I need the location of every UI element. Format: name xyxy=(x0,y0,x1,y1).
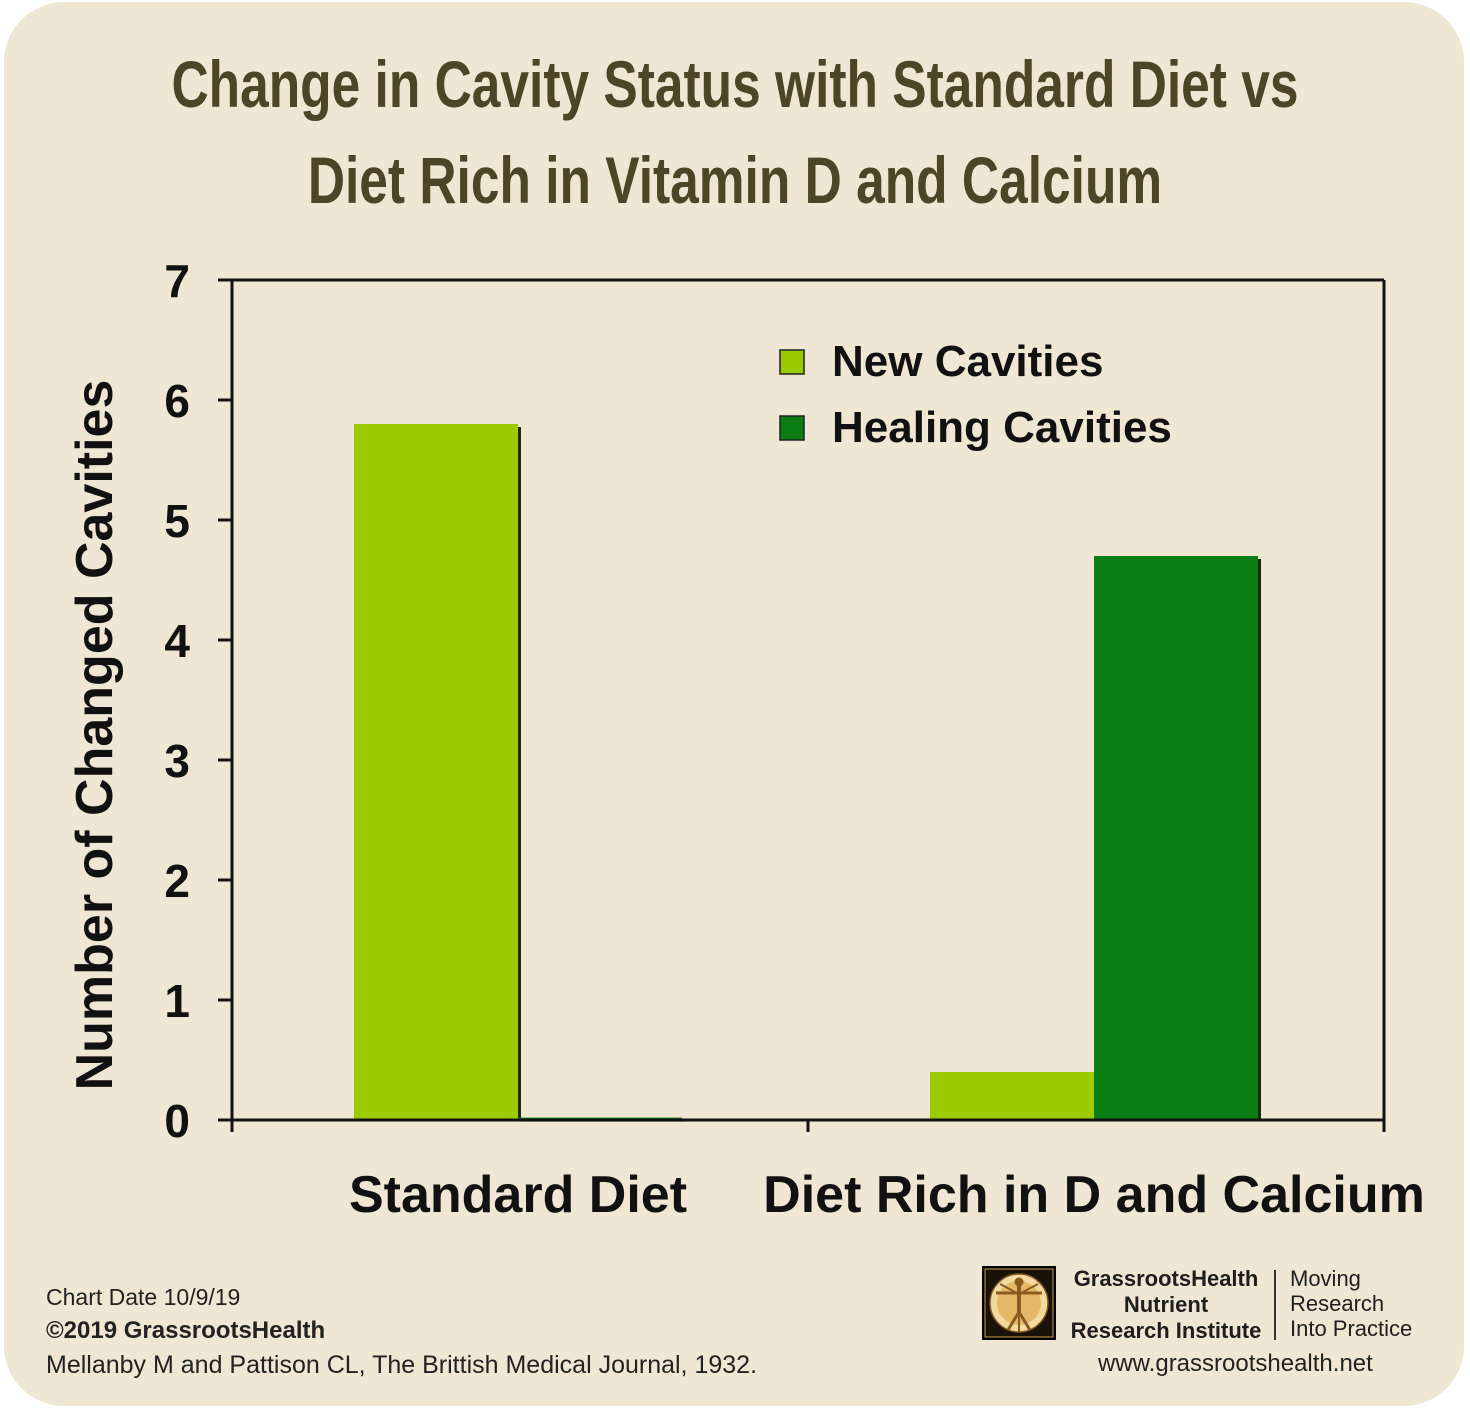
org-name-line-1: GrassrootsHealth xyxy=(1073,1266,1259,1291)
legend-swatch-1 xyxy=(779,349,805,375)
y-axis-title: Number of Changed Cavities xyxy=(66,380,124,1091)
logo-divider xyxy=(1274,1270,1276,1340)
footer-info: Chart Date 10/9/19 ©2019 GrassrootsHealt… xyxy=(46,1280,757,1382)
bar-new-cavities-1 xyxy=(354,424,518,1120)
tagline-line-1: Moving xyxy=(1290,1266,1361,1291)
y-tick-label: 0 xyxy=(164,1095,190,1147)
y-tick-label: 1 xyxy=(164,975,190,1027)
tagline-line-2: Research xyxy=(1290,1291,1385,1316)
y-tick-label: 2 xyxy=(164,855,190,907)
chart-date: Chart Date 10/9/19 xyxy=(46,1284,241,1310)
bar-healing-cavities-2 xyxy=(1094,556,1258,1120)
org-name-line-2: Nutrient xyxy=(1123,1292,1209,1317)
y-tick-label: 6 xyxy=(164,375,190,427)
legend-label-2: Healing Cavities xyxy=(832,403,1172,452)
vitruvian-man-logo-icon xyxy=(982,1266,1056,1340)
org-name: GrassrootsHealth Nutrient Research Insti… xyxy=(1068,1266,1264,1344)
bar-new-cavities-2 xyxy=(930,1072,1094,1120)
chart-title-line-1: Change in Cavity Status with Standard Di… xyxy=(171,47,1299,121)
tagline-line-3: Into Practice xyxy=(1290,1316,1413,1341)
y-tick-label: 5 xyxy=(164,495,190,547)
x-category-label: Standard Diet xyxy=(349,1166,687,1224)
y-tick-label: 3 xyxy=(164,735,190,787)
chart-title: Change in Cavity Status with Standard Di… xyxy=(162,36,1309,228)
legend-label-1: New Cavities xyxy=(832,337,1103,386)
y-tick-label: 4 xyxy=(164,615,190,667)
org-name-line-3: Research Institute xyxy=(1070,1318,1262,1343)
citation: Mellanby M and Pattison CL, The Brittish… xyxy=(46,1351,758,1379)
y-tick-label: 7 xyxy=(164,255,190,307)
tagline: Moving Research Into Practice xyxy=(1290,1266,1412,1341)
copyright: ©2019 GrassrootsHealth xyxy=(46,1317,326,1344)
website-link[interactable]: www.grassrootshealth.net xyxy=(1098,1350,1373,1377)
legend-swatch-2 xyxy=(779,415,805,441)
chart-title-line-2: Diet Rich in Vitamin D and Calcium xyxy=(307,143,1163,217)
x-category-label: Diet Rich in D and Calcium xyxy=(763,1166,1425,1224)
